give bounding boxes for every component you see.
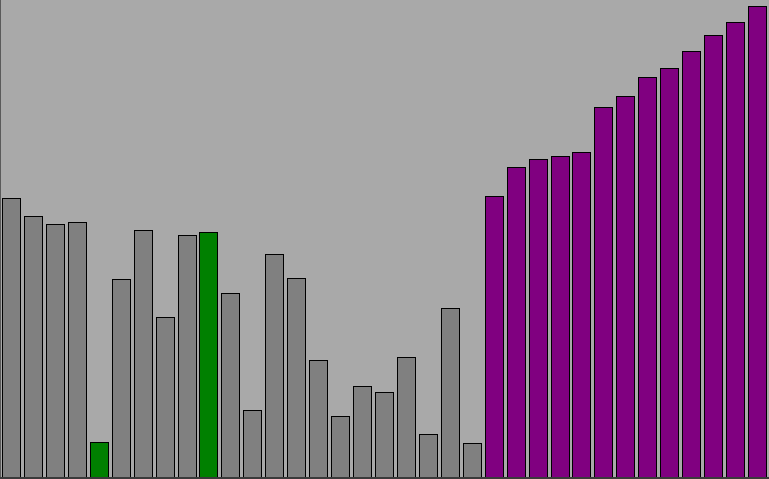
bar-34 [726, 22, 745, 477]
bar-17 [353, 386, 372, 477]
bar-8 [156, 317, 175, 477]
bar-21 [441, 308, 460, 477]
bar-20 [419, 434, 438, 477]
bar-16 [331, 416, 350, 477]
bar-26 [551, 156, 570, 477]
bar-15 [309, 360, 328, 477]
bar-4 [68, 222, 87, 477]
bar-10 [199, 232, 218, 477]
bar-30 [638, 77, 657, 477]
chart-baseline [0, 477, 769, 479]
bar-6 [112, 279, 131, 477]
bar-1 [2, 198, 21, 477]
bar-28 [594, 107, 613, 477]
bar-24 [507, 167, 526, 477]
bar-23 [485, 196, 504, 477]
bar-14 [287, 278, 306, 477]
bar-27 [572, 152, 591, 477]
bar-9 [178, 235, 197, 477]
bar-29 [616, 96, 635, 477]
bar-2 [24, 216, 43, 477]
bar-32 [682, 51, 701, 477]
bar-22 [463, 443, 482, 477]
bar-12 [243, 410, 262, 477]
bar-25 [529, 159, 548, 477]
bar-31 [660, 68, 679, 477]
bar-13 [265, 254, 284, 477]
bar-3 [46, 224, 65, 477]
bar-11 [221, 293, 240, 477]
bar-7 [134, 230, 153, 477]
canvas-left-border [0, 0, 1, 479]
bar-19 [397, 357, 416, 477]
bar-33 [704, 35, 723, 477]
bar-18 [375, 392, 394, 477]
bar-35 [748, 6, 767, 477]
bar-5 [90, 442, 109, 477]
